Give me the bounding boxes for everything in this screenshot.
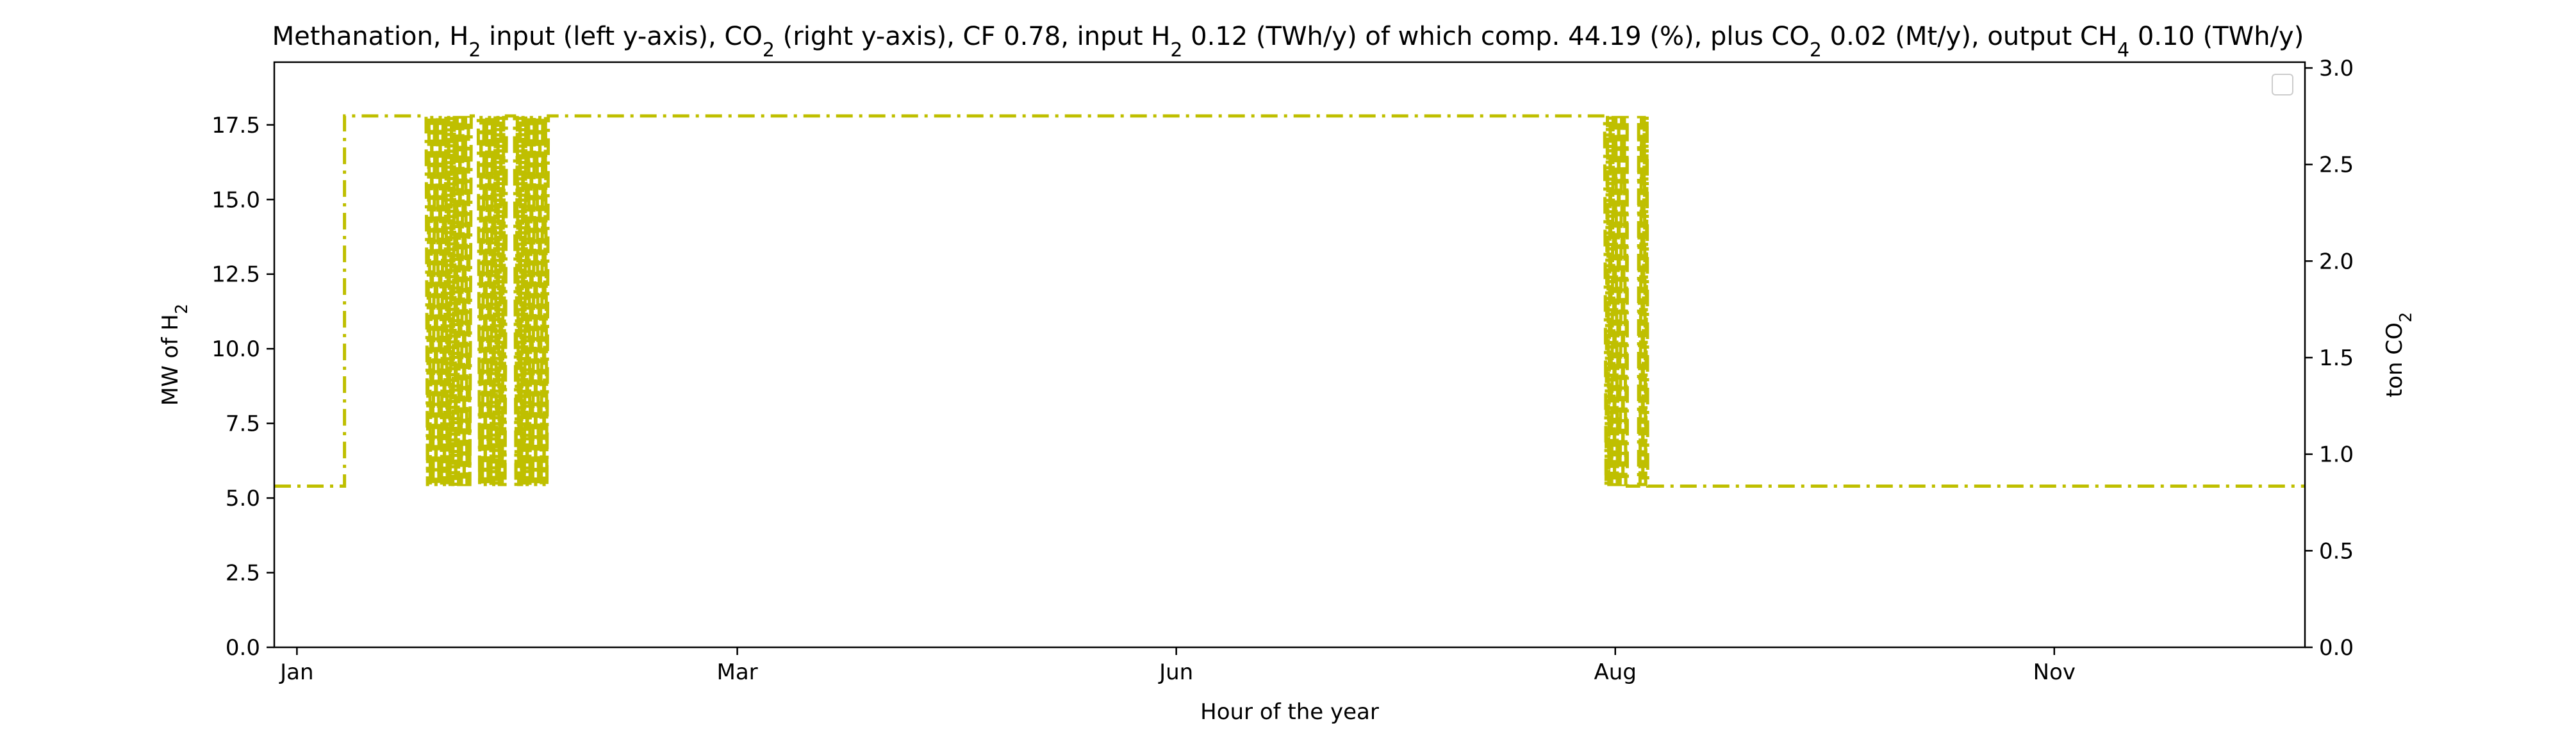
- y-right-tick-label: 1.5: [2319, 345, 2354, 371]
- y-right-tick-label: 2.0: [2319, 249, 2354, 274]
- y-right-tick-label: 0.5: [2319, 538, 2354, 564]
- chart-title-part: (right y-axis), CF 0.78, input H: [775, 22, 1170, 51]
- chart-title-part: 0.12 (TWh/y) of which comp. 44.19 (%), p…: [1182, 22, 1809, 51]
- y-left-tick-label: 5.0: [226, 486, 260, 511]
- y-left-axis-label-part: MW of H: [158, 314, 183, 406]
- series-0: [274, 114, 2305, 488]
- chart-title: Methanation, H2 input (left y-axis), CO2…: [272, 22, 2304, 62]
- y-left-tick-label: 17.5: [211, 113, 260, 138]
- plot-frame: [273, 61, 2306, 649]
- y-left-tick-label: 10.0: [211, 336, 260, 362]
- y-left-tick-label: 7.5: [226, 411, 260, 437]
- chart-title-part: 0.02 (Mt/y), output CH: [1822, 22, 2117, 51]
- y-left-axis-label-part: 2: [172, 304, 192, 314]
- x-tick-label: Jun: [1158, 659, 1193, 685]
- chart-title-part: 2: [1170, 39, 1182, 62]
- y-left-tick-label: 12.5: [211, 262, 260, 288]
- x-axis-label: Hour of the year: [1200, 699, 1379, 725]
- y-left-axis-label-group: MW of H2: [158, 304, 192, 406]
- chart-title-part: 2: [468, 39, 481, 62]
- legend-box: [2272, 74, 2293, 95]
- text-layer: Jan Mar Jun Aug Nov 0.0 2.5 5.0 7.5 10.0 12.5 15.0 1…: [158, 22, 2416, 725]
- chart-title-part: Methanation, H: [272, 22, 469, 51]
- y-right-tick-label: 1.0: [2319, 442, 2354, 468]
- y-right-tick-label: 2.5: [2319, 153, 2354, 178]
- chart-title-part: 2: [763, 39, 775, 62]
- y-left-tick-label: 15.0: [211, 187, 260, 213]
- chart-title-part: 2: [1810, 39, 1822, 62]
- y-right-axis-label: ton CO2: [2382, 312, 2416, 397]
- y-left-axis-label: MW of H2: [158, 304, 192, 406]
- y-left-tick-label: 0.0: [226, 635, 260, 661]
- y-right-axis-label-part: 2: [2397, 312, 2416, 322]
- y-left-tick-label: 2.5: [226, 561, 260, 586]
- chart-title-part: 4: [2117, 39, 2129, 62]
- y-right-axis-label-part: ton CO: [2382, 322, 2407, 397]
- chart-title-part: 0.10 (TWh/y): [2129, 22, 2304, 51]
- y-right-tick-label: 3.0: [2319, 56, 2354, 81]
- series-line: [274, 114, 2305, 488]
- chart-title-part: input (left y-axis), CO: [481, 22, 762, 51]
- x-tick-label: Jan: [279, 659, 313, 685]
- y-right-axis-label-group: ton CO2: [2382, 312, 2416, 397]
- series-layer: [274, 114, 2305, 488]
- y-right-tick-label: 0.0: [2319, 635, 2354, 661]
- x-tick-label: Nov: [2033, 659, 2076, 685]
- x-tick-label: Aug: [1594, 659, 1637, 685]
- axes-layer: [267, 61, 2313, 655]
- x-tick-label: Mar: [716, 659, 757, 685]
